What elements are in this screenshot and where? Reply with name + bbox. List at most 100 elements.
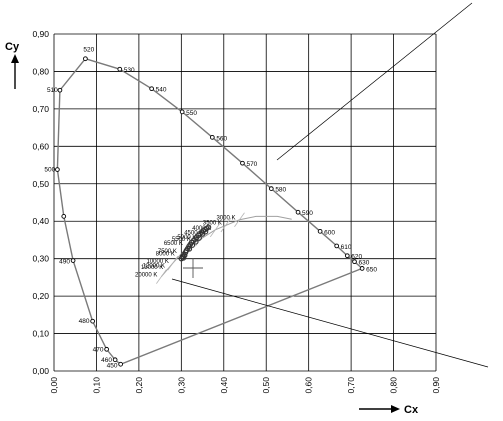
spectral-locus-point xyxy=(112,357,118,363)
wavelength-label: 560 xyxy=(216,135,227,142)
y-tick-label: 0,70 xyxy=(32,104,49,114)
y-tick-label: 0,10 xyxy=(32,329,49,339)
grid xyxy=(53,33,437,372)
y-tick-label: 0,50 xyxy=(32,179,49,189)
spectral-locus-point xyxy=(83,56,88,62)
wavelength-label: 540 xyxy=(156,87,167,94)
spectral-locus-point xyxy=(317,228,323,234)
annotation-leader-line-bottom xyxy=(171,278,489,368)
isotemperature-line xyxy=(209,222,221,238)
spectral-locus-point xyxy=(57,87,63,93)
y-tick-label: 0,60 xyxy=(32,141,49,151)
wavelength-label: 500 xyxy=(44,167,55,174)
purple-line xyxy=(120,267,363,365)
wavelength-label: 550 xyxy=(186,110,197,117)
spectral-locus-point xyxy=(209,134,215,140)
wavelength-label: 620 xyxy=(351,254,362,261)
wavelength-label: 510 xyxy=(47,87,58,94)
spectral-locus-point xyxy=(117,66,123,72)
cct-label: 4500 K xyxy=(184,230,203,236)
cct-label: 13000 K xyxy=(141,265,163,271)
spectral-locus-point xyxy=(359,266,365,271)
wavelength-label: 610 xyxy=(341,244,352,251)
annotation-leader-line-top xyxy=(276,2,473,161)
cct-label: 7500 K xyxy=(158,249,177,255)
y-tick-label: 0,40 xyxy=(32,216,49,226)
measured-point xyxy=(193,239,199,245)
isotemperature-line xyxy=(234,212,245,227)
spectral-locus-point xyxy=(70,258,76,263)
spectral-locus-point xyxy=(90,318,95,324)
wavelength-label: 650 xyxy=(366,266,377,273)
spectral-locus-point xyxy=(334,243,340,249)
cct-label: 3000 K xyxy=(216,216,235,222)
x-tick-label: 0,50 xyxy=(261,377,271,394)
spectral-locus-point xyxy=(179,109,185,115)
measured-point xyxy=(189,242,196,248)
y-axis-title: Cy xyxy=(5,41,20,89)
x-tick-label: 0,40 xyxy=(219,377,229,394)
wavelength-label: 530 xyxy=(124,67,135,74)
x-tick-label: 0,20 xyxy=(134,377,144,394)
svg-text:Cx: Cx xyxy=(404,404,419,416)
isotemperature-line xyxy=(220,217,232,233)
x-tick-label: 0,60 xyxy=(304,377,314,394)
wavelength-label: 590 xyxy=(302,210,313,217)
y-tick-label: 0,80 xyxy=(32,66,49,76)
cct-label: 12000 K xyxy=(143,264,165,270)
wavelength-label: 460 xyxy=(101,357,112,364)
axis-ticks: 0,00 0,10 0,20 0,30 0,40 0,50 0,60 0,70 0,80 0,90… xyxy=(32,29,441,394)
isotemperature-line xyxy=(156,269,167,284)
wavelength-label: 490 xyxy=(59,259,70,266)
spectral-locus-point xyxy=(295,209,301,215)
x-tick-label: 0,30 xyxy=(176,377,186,394)
spectral-locus-point xyxy=(104,346,109,352)
measured-point xyxy=(181,252,188,259)
isotemperature-line xyxy=(167,255,179,271)
y-tick-label: 0,20 xyxy=(32,291,49,301)
x-tick-label: 0,70 xyxy=(346,377,356,394)
x-tick-label: 0,80 xyxy=(389,377,399,394)
wavelength-label: 450 xyxy=(107,362,118,369)
cct-label: 6500 K xyxy=(164,241,183,247)
y-tick-label: 0,00 xyxy=(32,366,49,376)
spectral-locus-point xyxy=(55,167,60,172)
wavelength-label: 580 xyxy=(275,187,286,194)
measured-point xyxy=(202,228,209,235)
cct-label: 5500 K xyxy=(172,237,191,243)
spectral-locus-point xyxy=(149,86,154,92)
cct-label: 5000 K xyxy=(177,235,196,241)
measured-point xyxy=(180,255,187,261)
measured-point xyxy=(186,246,193,252)
wavelength-label: 470 xyxy=(93,346,104,353)
spectral-locus-point xyxy=(61,214,67,219)
spectral-locus-point xyxy=(118,361,123,367)
x-tick-label: 0,90 xyxy=(431,377,441,394)
spectral-locus-point xyxy=(268,186,274,191)
spectral-locus-point xyxy=(344,253,350,259)
wavelength-label: 520 xyxy=(83,47,94,54)
wavelength-label: 630 xyxy=(359,260,370,267)
spectral-locus-point xyxy=(352,259,357,265)
wavelength-label: 570 xyxy=(246,161,257,168)
cct-label: 10000 K xyxy=(146,259,168,265)
wavelength-label: 600 xyxy=(324,229,335,236)
white-point-cross-icon xyxy=(183,258,203,278)
wavelength-label: 480 xyxy=(79,318,90,325)
spectral-locus-point xyxy=(240,160,245,166)
spectral-locus-curve xyxy=(56,57,363,365)
x-axis-title: Cx xyxy=(359,404,419,416)
measured-point xyxy=(196,235,202,241)
y-tick-label: 0,30 xyxy=(32,254,49,264)
x-tick-label: 0,10 xyxy=(91,377,101,394)
x-tick-label: 0,00 xyxy=(49,377,59,394)
cct-label: 8000 K xyxy=(156,251,175,257)
measured-points-cluster xyxy=(178,224,212,262)
cct-label: 3500 K xyxy=(203,221,222,227)
measured-point xyxy=(205,224,212,230)
svg-text:Cy: Cy xyxy=(5,41,20,53)
cct-label: 20000 K xyxy=(135,273,157,279)
